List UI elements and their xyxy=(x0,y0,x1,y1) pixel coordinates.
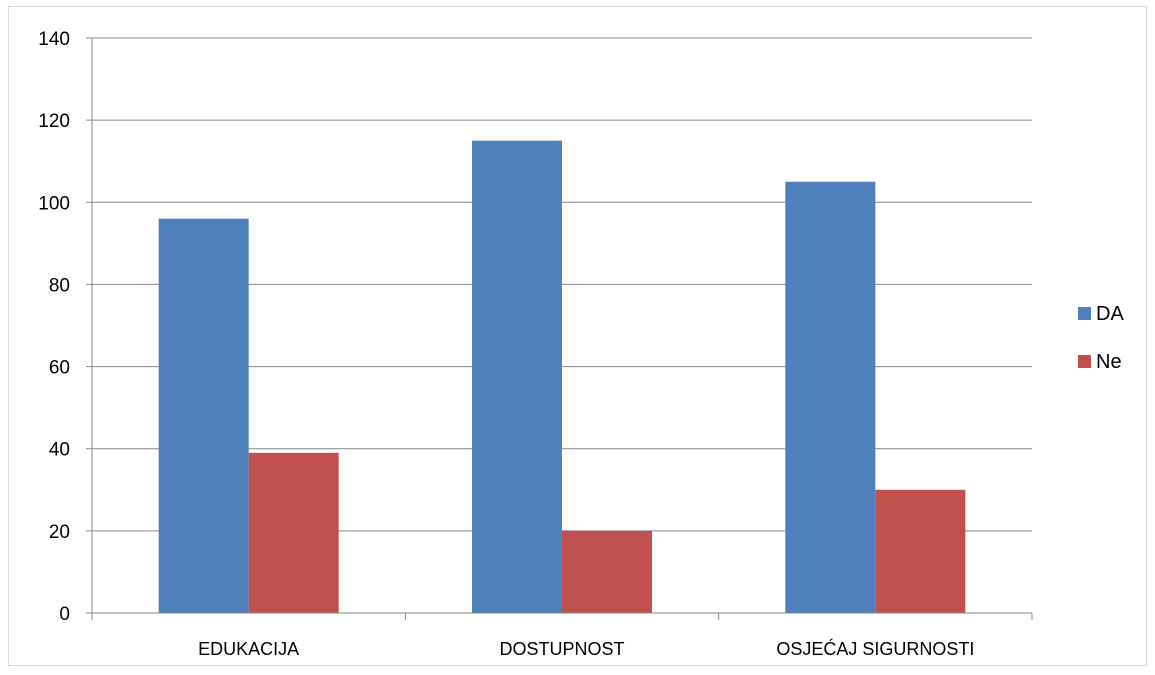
y-tick-label: 60 xyxy=(49,358,70,379)
y-tick-label: 40 xyxy=(49,440,70,461)
x-category-label: EDUKACIJA xyxy=(198,639,299,659)
y-tick-label: 120 xyxy=(38,111,70,132)
y-tick-label: 20 xyxy=(49,522,70,543)
bar-da-1 xyxy=(158,218,249,613)
y-tick-label: 0 xyxy=(59,604,70,625)
y-tick-label: 140 xyxy=(38,29,70,50)
y-axis-tick-labels: 0 20 40 60 80 100 120 140 xyxy=(38,29,70,625)
bars xyxy=(158,140,966,613)
legend-swatch-da xyxy=(1078,307,1091,320)
bar-ne-2 xyxy=(562,530,652,613)
bar-ne-1 xyxy=(248,452,339,613)
x-category-label: DOSTUPNOST xyxy=(499,639,624,659)
legend-label-da: DA xyxy=(1096,303,1124,325)
legend: DA Ne xyxy=(1078,303,1124,373)
bar-da-2 xyxy=(472,140,562,613)
legend-swatch-ne xyxy=(1078,355,1091,368)
bar-da-3 xyxy=(785,181,876,613)
legend-label-ne: Ne xyxy=(1096,351,1122,373)
x-axis-category-labels: EDUKACIJA DOSTUPNOST OSJEĆAJ SIGURNOSTI xyxy=(198,638,974,659)
y-tick-label: 80 xyxy=(49,275,70,296)
bar-ne-3 xyxy=(875,489,966,613)
axes xyxy=(86,37,1033,620)
x-category-label: OSJEĆAJ SIGURNOSTI xyxy=(776,638,974,659)
y-tick-label: 100 xyxy=(38,193,70,214)
